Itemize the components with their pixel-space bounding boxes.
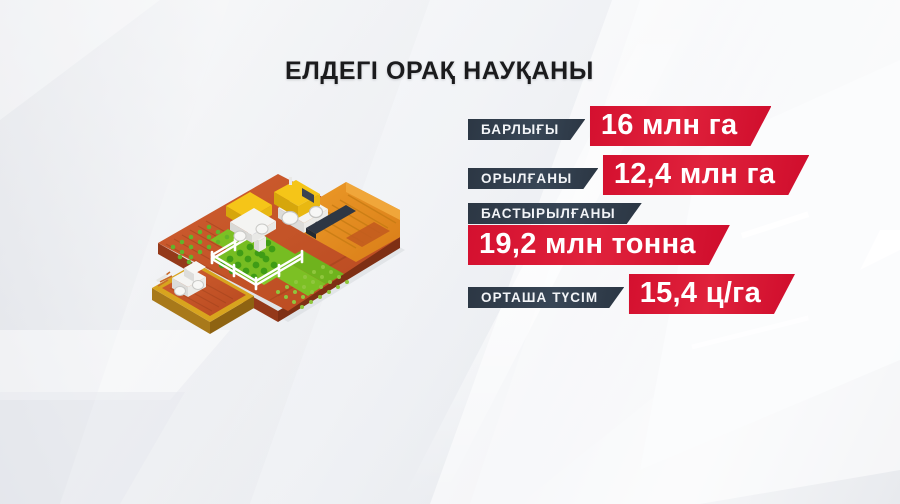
stats-stack: БАРЛЫҒЫ 16 млн га ОРЫЛҒАНЫ 12,4 млн га Б… <box>468 105 900 314</box>
stat-label-harvested: ОРЫЛҒАНЫ <box>468 168 598 189</box>
small-tractor <box>156 261 206 297</box>
stat-value-threshed: 19,2 млн тонна <box>468 225 730 265</box>
stat-label-threshed: БАСТЫРЫЛҒАНЫ <box>468 203 642 224</box>
combine-harvester <box>274 177 356 239</box>
wheat-field <box>302 182 400 262</box>
stat-value-average-yield: 15,4 ц/га <box>629 274 795 314</box>
stat-group-total: БАРЛЫҒЫ 16 млн га <box>468 105 900 146</box>
stat-label-total: БАРЛЫҒЫ <box>468 119 585 140</box>
crop-dots-field <box>276 265 349 309</box>
tractor-with-trailer <box>226 192 276 243</box>
stat-group-threshed: БАСТЫРЫЛҒАНЫ 19,2 млн тонна <box>468 203 900 265</box>
stat-group-average-yield: ОРТАША ТҮСІМ 15,4 ц/га <box>468 273 900 314</box>
stat-label-average-yield: ОРТАША ТҮСІМ <box>468 287 624 308</box>
isometric-farm-illustration <box>150 160 415 355</box>
stat-value-harvested: 12,4 млн га <box>603 155 809 195</box>
farm-scene-svg <box>152 174 405 334</box>
stat-value-total: 16 млн га <box>590 106 772 146</box>
stat-group-harvested: ОРЫЛҒАНЫ 12,4 млн га <box>468 154 900 195</box>
page-title: ЕЛДЕГІ ОРАҚ НАУҚАНЫ <box>285 57 594 85</box>
harvester-header <box>306 205 356 239</box>
